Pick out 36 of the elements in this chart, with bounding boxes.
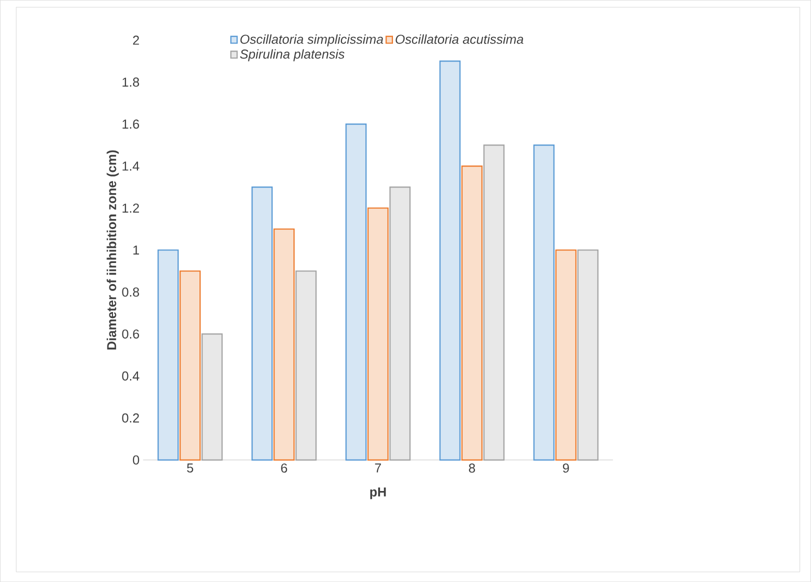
bar <box>158 249 179 461</box>
y-tick-label: 1.6 <box>122 119 140 129</box>
legend-label: Oscillatoria simplicissima <box>240 34 384 46</box>
legend-label: Oscillatoria acutissima <box>396 34 524 44</box>
bar <box>180 270 201 461</box>
bar <box>483 144 505 461</box>
y-tick-label: 1.4 <box>122 162 140 171</box>
y-tick-label: 0.6 <box>122 329 140 339</box>
bar <box>273 228 295 461</box>
x-axis-title: pH <box>370 487 386 500</box>
bar <box>201 333 223 461</box>
y-tick-label: 2 <box>133 36 139 45</box>
bar <box>555 249 577 461</box>
y-tick-label: 1.8 <box>122 78 140 87</box>
bar <box>439 60 461 461</box>
bar <box>295 270 317 461</box>
y-tick-label: 0.2 <box>122 413 139 423</box>
legend-label: Spirulina platensis <box>240 49 344 62</box>
y-tick-label: 0.4 <box>122 371 140 381</box>
y-tick-label: 0.8 <box>122 287 140 297</box>
bar <box>367 207 389 461</box>
x-tick-label: 7 <box>375 463 381 472</box>
x-tick-label: 5 <box>187 463 194 472</box>
x-tick-label: 8 <box>468 463 476 473</box>
bar <box>577 249 599 461</box>
bar <box>389 186 411 461</box>
bar <box>533 144 555 461</box>
bar <box>345 123 367 461</box>
y-axis-title: Diameter of iinhibition zone (cm) <box>106 150 119 350</box>
y-tick-label: 1 <box>133 246 139 254</box>
x-tick-label: 6 <box>281 463 288 473</box>
bar <box>251 186 273 461</box>
y-tick-label: 1.2 <box>122 204 139 213</box>
y-tick-label: 0 <box>132 455 140 464</box>
bar <box>461 165 483 461</box>
x-tick-label: 9 <box>562 463 569 473</box>
